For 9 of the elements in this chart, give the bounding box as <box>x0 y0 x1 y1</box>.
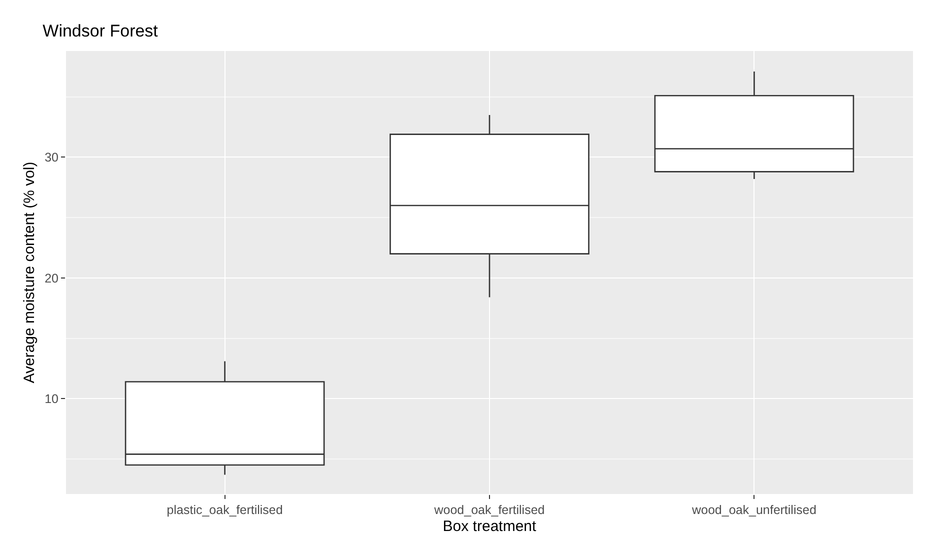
y-tick-label: 20 <box>44 271 59 286</box>
y-tick-label: 30 <box>44 150 59 165</box>
x-tick-label: wood_oak_unfertilised <box>690 503 816 517</box>
x-tick-label: wood_oak_fertilised <box>433 503 545 517</box>
y-axis-title: Average moisture content (% vol) <box>20 162 38 384</box>
x-axis-title: Box treatment <box>442 518 538 535</box>
chart-title: Windsor Forest <box>42 22 158 41</box>
y-tick-label: 10 <box>44 392 59 406</box>
x-tick-label: plastic_oak_fertilised <box>166 503 283 517</box>
